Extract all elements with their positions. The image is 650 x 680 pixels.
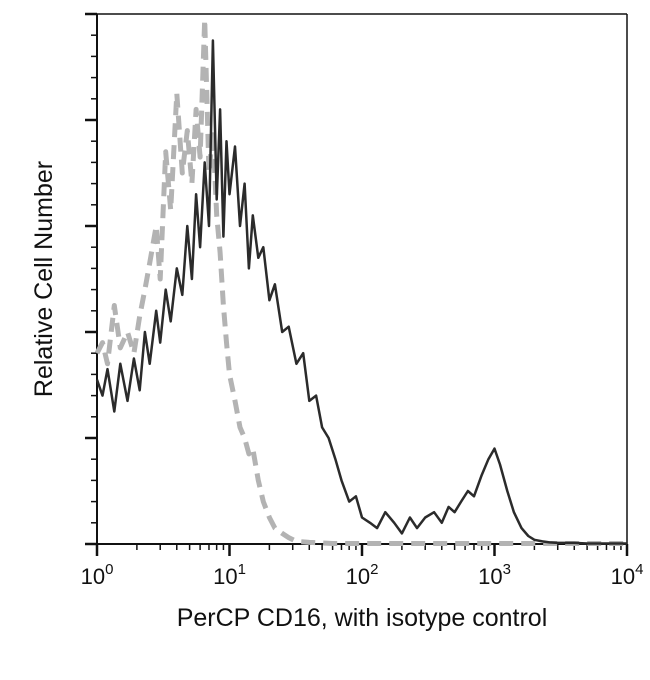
cd16-series (95, 39, 627, 545)
series-layer (94, 16, 627, 546)
isotype-control-series (94, 16, 627, 546)
x-tick-label: 101 (213, 561, 246, 589)
plot-frame (96, 13, 628, 545)
x-tick-labels: 100 101 102 103 104 (81, 561, 644, 589)
y-axis-ticks (85, 12, 97, 546)
x-tick-label: 104 (611, 561, 644, 589)
x-tick-label: 103 (478, 561, 511, 589)
x-axis-title: PerCP CD16, with isotype control (177, 604, 548, 632)
x-axis-ticks (95, 544, 629, 556)
y-axis-title: Relative Cell Number (30, 161, 58, 397)
x-tick-label: 102 (346, 561, 379, 589)
x-tick-label: 100 (81, 561, 114, 589)
